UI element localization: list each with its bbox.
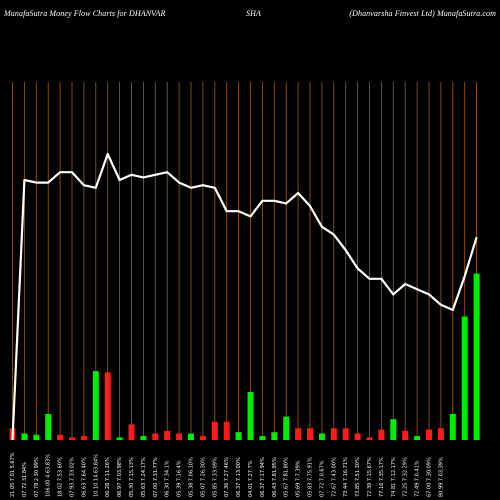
x-tick-label: 72.39 7.15.67% <box>367 457 373 497</box>
x-tick-label: 07.36 7.27.46% <box>224 457 230 497</box>
price-line-group <box>11 152 478 441</box>
money-flow-bar <box>211 421 218 440</box>
x-tick-label: 06.30 7.34.1% <box>165 460 171 497</box>
x-tick-label: 06.37 7.17.94% <box>260 457 266 497</box>
chart-title-middle: SHA <box>246 9 261 18</box>
price-line <box>11 152 478 441</box>
x-axis-labels: 21.05 7.01 5.67% 07.72 31.84% 07.78 2.30 9… <box>10 452 444 497</box>
x-tick-label: 07.72 31.84% <box>22 462 28 497</box>
x-tick-label: 80.99 7.03.39% <box>438 457 444 497</box>
money-flow-bar <box>283 416 290 440</box>
chart-title-right: (Dhanvarsha Finvest Ltd) MunafaSutra.com <box>349 9 496 18</box>
x-tick-label: 04.01 7.27.7% <box>248 460 254 497</box>
money-flow-bar <box>92 371 99 440</box>
chart-title-left: MunafaSutra Money Flow Charts for DHANVA… <box>4 9 166 18</box>
money-flow-bar <box>378 429 385 440</box>
money-flow-bar <box>247 391 254 440</box>
x-tick-label: 05.39 7.16.4% <box>177 460 183 497</box>
x-tick-label: 07.00 7.31.77% <box>153 457 159 497</box>
money-flow-bar <box>176 433 183 440</box>
money-flow-bar <box>318 433 325 440</box>
x-tick-label: 106.00 4.63.83% <box>46 454 52 497</box>
x-tick-label: 06.97 7.03.98% <box>117 457 123 497</box>
x-tick-label: 10.10 14.63.84% <box>93 454 99 497</box>
money-flow-bar <box>271 432 278 440</box>
money-flow-bar <box>164 430 171 440</box>
money-flow-bar <box>295 428 302 440</box>
x-tick-label: 05.83 7.75.91% <box>308 457 314 497</box>
x-tick-label: 05.85 7.33.09% <box>212 457 218 497</box>
x-tick-label: 07.93 7.33.02% <box>70 457 76 497</box>
x-tick-label: 07.72 7.0.67% <box>319 460 325 497</box>
x-tick-label: 05.69 7.7.39% <box>296 460 302 497</box>
x-tick-label: 07.78 2.30 99% <box>34 457 40 497</box>
money-flow-bar <box>104 372 111 440</box>
x-tick-label: 05.67 7.81.80% <box>284 457 290 497</box>
x-tick-label: 72.67 7.43.00% <box>331 457 337 497</box>
money-flow-bar <box>342 428 349 440</box>
x-tick-label: 05.38 7.06.10% <box>189 457 195 497</box>
money-flow-bar <box>414 436 421 440</box>
money-flow-bar <box>140 436 147 440</box>
x-tick-label: 06.37 7.13.00% <box>236 457 242 497</box>
money-flow-bars <box>9 273 480 440</box>
money-flow-bar <box>69 437 75 440</box>
x-tick-label: 67.00 7.30.09% <box>427 457 433 497</box>
x-tick-label: 77.16 7.35.17% <box>379 457 385 497</box>
money-flow-bar <box>116 437 123 440</box>
x-tick-label: 06.28 7.11.26% <box>105 457 111 497</box>
x-tick-label: 06.63 7.64.40% <box>81 457 87 497</box>
x-tick-label: 73.44 7.16.71% <box>343 457 349 497</box>
money-flow-bar <box>390 419 397 440</box>
money-flow-bar <box>461 316 468 440</box>
money-flow-bar <box>80 436 87 440</box>
money-flow-bar <box>354 433 361 440</box>
money-flow-bar <box>33 434 40 440</box>
money-flow-bar <box>235 432 242 440</box>
money-flow-bar <box>330 428 337 440</box>
money-flow-bar <box>437 428 444 440</box>
x-tick-label: 72.25 7.32.29% <box>403 457 409 497</box>
money-flow-bar <box>223 421 230 440</box>
x-tick-label: 73.85 7.51.30% <box>355 457 361 497</box>
x-tick-label: 18.02 7.53.60% <box>58 457 64 497</box>
grid-lines <box>12 82 478 440</box>
x-tick-label: 05.07 7.26.30% <box>200 457 206 497</box>
money-flow-bar <box>128 424 135 440</box>
x-tick-label: 72.49 7.0.41% <box>415 460 421 497</box>
money-flow-bar <box>473 273 480 440</box>
money-flow-bar <box>366 437 373 440</box>
x-tick-label: 74.81 7.12.17% <box>391 457 397 497</box>
money-flow-bar <box>307 428 313 440</box>
money-flow-bar <box>57 434 64 440</box>
money-flow-bar <box>402 430 409 440</box>
money-flow-bar <box>21 433 28 440</box>
money-flow-bar <box>449 414 456 440</box>
money-flow-bar <box>426 429 432 440</box>
money-flow-bar <box>259 436 266 440</box>
x-tick-label: 05.63 7.24.17% <box>141 457 147 497</box>
x-tick-label: 06.43 7.81.95% <box>272 457 278 497</box>
money-flow-bar <box>199 436 206 440</box>
money-flow-bar <box>152 433 159 440</box>
x-tick-label: 05.30 7.15.13% <box>129 457 135 497</box>
money-flow-bar <box>188 433 194 440</box>
money-flow-bar <box>45 414 52 440</box>
x-tick-label: 21.05 7.01 5.67% <box>10 452 16 497</box>
